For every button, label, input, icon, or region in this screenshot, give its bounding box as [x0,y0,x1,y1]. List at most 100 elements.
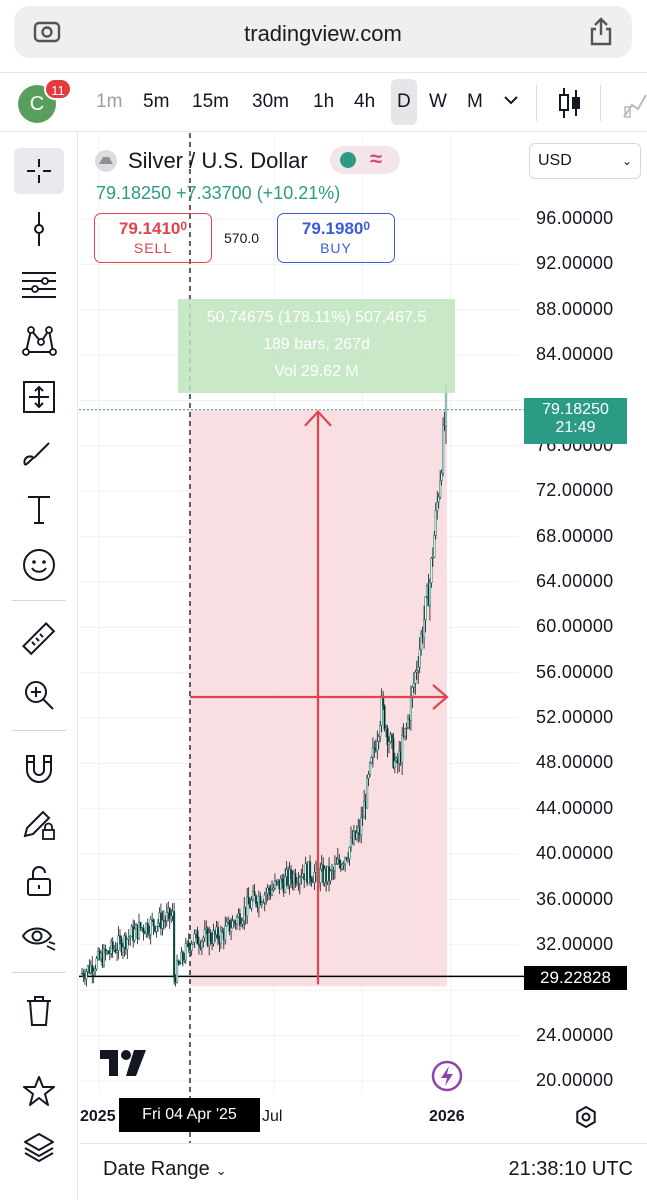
candle [268,887,271,892]
candle [121,946,125,953]
candle [414,671,417,684]
candle [420,633,423,650]
candle [430,557,433,584]
timeframe-4h[interactable]: 4h [354,91,376,112]
candle [263,894,266,903]
candle [102,948,106,966]
timeframe-1m[interactable]: 1m [96,91,123,112]
pattern-tool[interactable] [14,318,64,364]
candle [313,872,316,883]
candle [117,935,120,951]
price-axis-label: 84.00000 [536,344,614,365]
lock-drawings-tool[interactable] [14,802,64,848]
symbol-name[interactable]: Silver / U.S. Dollar [128,148,308,173]
chevron-down-icon[interactable] [503,93,519,112]
magnet-tool[interactable] [14,746,64,792]
object-tree-tool[interactable] [14,1124,64,1170]
candles-icon[interactable] [558,86,582,125]
change-percent: (+10.21%) [256,183,341,203]
measure-tool[interactable] [14,616,64,662]
chart-canvas[interactable] [79,133,647,1143]
candle [225,921,228,927]
brush-icon [23,442,50,466]
candle [422,619,426,638]
unlock-tool[interactable] [14,858,64,904]
utc-clock[interactable]: 21:38:10 UTC [508,1158,633,1180]
crosshair-tool[interactable] [14,148,64,194]
candle [379,724,382,737]
candle [403,728,407,737]
browser-url-bar[interactable]: tradingview.com [14,6,632,58]
timeframe-W[interactable]: W [429,91,447,112]
brush-tool[interactable] [14,430,64,476]
candle [127,937,130,940]
indicators-icon[interactable] [622,87,647,124]
candle [253,891,256,896]
candle [300,876,303,879]
projection-tool[interactable] [14,374,64,420]
candle [393,760,396,768]
candle [355,832,358,839]
candle [92,971,95,975]
time-axis-label: 2026 [429,1108,465,1125]
price-axis-label: 96.00000 [536,208,614,228]
candle [440,472,443,481]
trend-line-icon [34,212,44,246]
candle [382,695,385,707]
zoom-tool[interactable] [14,672,64,718]
projection-icon [23,381,55,413]
share-icon[interactable] [588,17,614,52]
sell-button[interactable]: 79.14100 SELL [94,213,212,263]
candle [370,757,373,764]
crosshair-price-label: 29.22828 [524,966,627,990]
timeframe-1h[interactable]: 1h [313,91,335,112]
delete-tool[interactable] [14,988,64,1034]
candle [428,582,432,607]
candle [202,937,205,942]
candle [196,930,199,945]
candle [232,920,236,923]
timeframe-15m[interactable]: 15m [192,91,229,112]
candle [361,816,364,819]
time-axis-label: Jul [262,1108,283,1125]
favorites-tool[interactable] [14,1068,64,1114]
timeframe-5m[interactable]: 5m [143,91,170,112]
candle [231,920,234,929]
candle [284,876,287,893]
measure-change: 50.74675 (178.11%) 507,467.5 [206,309,427,326]
trash-icon [27,996,51,1026]
currency-select[interactable]: USD ⌄ [529,143,641,179]
buy-button[interactable]: 79.19800 BUY [277,213,395,263]
candle [155,925,158,932]
trend-line-tool[interactable] [14,206,64,252]
candle [115,950,119,953]
price-axis-label: 88.00000 [536,298,614,319]
candle [373,747,376,750]
settings-icon[interactable] [574,1105,598,1134]
tradingview-logo-icon [100,1050,146,1081]
timeframe-30m[interactable]: 30m [252,91,289,112]
date-range-button[interactable]: Date Range ⌄ [103,1158,227,1181]
page-tools-icon[interactable] [32,18,62,51]
timeframe-D[interactable]: D [397,91,411,112]
text-tool[interactable] [14,486,64,532]
candle [209,932,212,942]
timeframe-M[interactable]: M [467,91,483,112]
price-axis-label: 56.00000 [536,661,614,682]
candle [149,919,152,936]
candle [338,858,341,865]
fib-tool[interactable] [14,262,64,308]
candle [193,933,196,943]
magnet-icon [26,755,52,783]
hide-tool[interactable] [14,914,64,960]
date-range-label: Date Range [103,1158,210,1180]
candle [181,951,184,961]
candle [178,963,182,965]
lightning-icon[interactable] [431,1060,463,1097]
price-chart[interactable] [79,133,647,1143]
price-axis-label: 72.00000 [536,480,614,501]
selected-timeframe-highlight [391,79,417,125]
emoji-tool[interactable] [14,542,64,588]
candle [139,921,142,929]
candle [401,734,404,763]
